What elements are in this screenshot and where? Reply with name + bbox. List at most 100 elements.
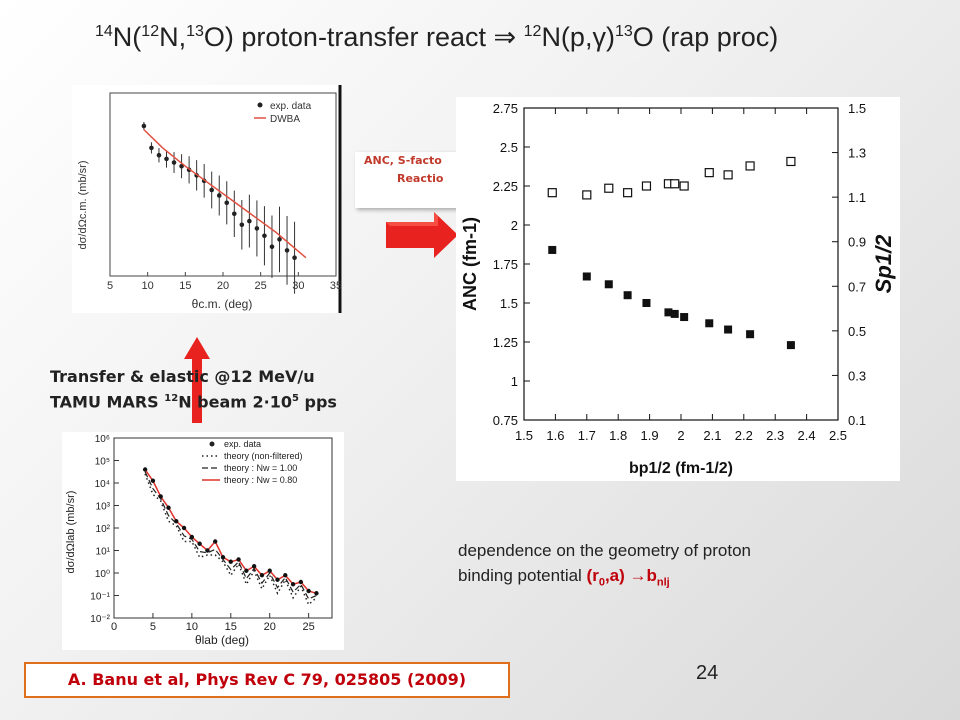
chart2-y-tick-label: 10⁻¹ [90, 592, 110, 603]
exp-data-point [290, 582, 296, 587]
anc-point [604, 280, 613, 289]
chart3-x-tick-label: 2.4 [798, 428, 816, 443]
exp-data-point [251, 564, 257, 569]
anc-point [548, 245, 557, 254]
exp-data-point [149, 145, 154, 151]
chart2-y-tick-label: 10⁶ [95, 434, 110, 445]
spectroscopic-factor-point [604, 183, 614, 193]
chart3-x-tick-label: 1.7 [578, 428, 596, 443]
anc-point [642, 299, 651, 307]
slide-title: 14N(12N,13O) proton-transfer react ⇒ 12N… [95, 22, 779, 52]
chart3-y2-tick-label: 1.3 [848, 146, 866, 161]
chart3-y2-label: Sp1/2 [871, 234, 896, 293]
chart3-y2-tick-label: 1.5 [848, 101, 866, 116]
transfer-chart: 5 10 15 20 25 30 35 exp. data DWBA dσ/dΩc.m. (… [77, 85, 342, 313]
chart3-x-tick-label: 1.6 [546, 428, 564, 443]
anc-point [786, 341, 795, 350]
chart2-x-tick-label: 20 [264, 621, 276, 633]
exp-data-point [181, 525, 187, 531]
chart1-x-tick-label: 25 [255, 280, 267, 292]
spectroscopic-factor-point [582, 190, 592, 200]
spectroscopic-factor-point [679, 181, 689, 191]
exp-data-point [277, 237, 282, 242]
exp-data-point [213, 539, 218, 544]
chart2-y-tick-label: 10⁻² [90, 614, 110, 625]
anc-chart-panel: 1.5 1.6 1.7 1.8 1.9 2 2.1 2.2 2.3 2.4 2.5 0.75 1 1.2… [456, 97, 900, 481]
chart3-x-tick-label: 1.5 [515, 428, 533, 443]
exp-data-point [259, 573, 265, 578]
chart2-legend: exp. data theory (non-filtered) theory :… [202, 439, 303, 485]
theory-non-filtered-line [144, 473, 317, 606]
chart3-y2-tick-label: 1.1 [848, 190, 866, 205]
exp-data-point [174, 519, 179, 524]
chart3-x-tick-label: 2 [677, 428, 684, 443]
anc-point [623, 291, 632, 300]
chart2-y-tick-label: 10² [96, 524, 111, 535]
chart3-x-tick-label: 2.2 [735, 428, 753, 443]
exp-data-point [205, 548, 210, 553]
exp-data-point [269, 244, 275, 250]
exp-data-point [284, 248, 290, 253]
exp-data-point [298, 579, 304, 585]
exp-data-point [197, 541, 202, 546]
exp-data-point [189, 534, 195, 540]
chart1-x-tick-label: 30 [292, 280, 304, 292]
chart3-y-tick-label: 2.5 [500, 140, 518, 155]
anc-point [724, 325, 733, 334]
legend-dwba: DWBA [270, 114, 300, 125]
chart1-x-tick-label: 35 [330, 280, 342, 292]
exp-data-point [141, 123, 147, 129]
chart3-y2-tick-label: 0.9 [848, 235, 866, 250]
spectroscopic-factor-point [704, 168, 714, 178]
chart2-x-tick-label: 5 [150, 621, 156, 633]
exp-data-point [150, 478, 156, 483]
reference-citation: A. Banu et al, Phys Rev C 79, 025805 (20… [24, 662, 510, 698]
spectroscopic-factor-point [623, 188, 633, 198]
chart3-y2-tick-label: 0.1 [848, 413, 866, 428]
chart2-x-tick-label: 0 [111, 621, 117, 633]
exp-data-point [142, 467, 148, 472]
exp-data-point [283, 573, 288, 578]
chart3-y-tick-label: 0.75 [493, 413, 518, 428]
theory-nw080-line [144, 469, 317, 595]
chart1-legend: exp. data DWBA [254, 101, 312, 125]
spectroscopic-factor-point [641, 181, 652, 191]
exp-data-point [166, 505, 171, 510]
geometry-description: dependence on the geometry of proton bin… [458, 541, 751, 589]
chart3-y-tick-label: 2.75 [493, 101, 518, 116]
anc-chart: 1.5 1.6 1.7 1.8 1.9 2 2.1 2.2 2.3 2.4 2.5 0.75 1 1.2… [460, 101, 896, 477]
chart3-y-tick-label: 2 [511, 218, 518, 233]
exp-data-point [209, 187, 214, 193]
chart1-x-tick-label: 5 [107, 280, 113, 292]
anc-callout: ANC, S-facto Reactio [355, 152, 458, 208]
exp-data-point [244, 568, 249, 573]
chart3-y-tick-label: 1.75 [493, 257, 518, 272]
exp-data-point [228, 559, 233, 564]
elastic-chart-panel: 10⁻² 10⁻¹ 10⁰ 10¹ 10² 10³ 10⁴ 10⁵ 10⁶ 0 5 10 15 20 25… [62, 432, 344, 650]
up-arrow-icon [184, 337, 210, 423]
theory-nw100-line [144, 471, 317, 600]
chart3-x-label: bp1/2 (fm-1/2) [629, 460, 733, 477]
exp-data-point [239, 222, 245, 228]
elastic-chart: 10⁻² 10⁻¹ 10⁰ 10¹ 10² 10³ 10⁴ 10⁵ 10⁶ 0 5 10 15 20 25… [65, 434, 333, 647]
chart2-x-label: θlab (deg) [195, 633, 249, 647]
chart1-x-tick-label: 10 [142, 280, 154, 292]
exp-data-point [171, 160, 177, 165]
legend-exp-data: exp. data [270, 101, 312, 112]
chart3-y2-tick-label: 0.3 [848, 368, 866, 383]
chart1-x-tick-label: 20 [217, 280, 229, 292]
spectroscopic-factor-point [547, 188, 557, 198]
exp-data-point [314, 591, 319, 596]
spectroscopic-factor-point [723, 170, 733, 180]
legend-c2-exp: exp. data [224, 439, 261, 449]
spectroscopic-factor-point [670, 179, 680, 189]
chart2-x-tick-label: 25 [303, 621, 315, 633]
transfer-chart-panel: 5 10 15 20 25 30 35 exp. data DWBA dσ/dΩc.m. (… [72, 85, 342, 313]
page-number: 24 [696, 662, 719, 684]
legend-c2-nw100: theory : Nw = 1.00 [224, 463, 297, 473]
transfer-note: Transfer & elastic @12 MeV/u TAMU MARS 1… [50, 367, 337, 412]
spectroscopic-factor-point [745, 161, 755, 171]
chart3-x-tick-label: 2.3 [766, 428, 784, 443]
legend-c2-nw080: theory : Nw = 0.80 [224, 475, 297, 485]
exp-data-point [306, 588, 311, 594]
